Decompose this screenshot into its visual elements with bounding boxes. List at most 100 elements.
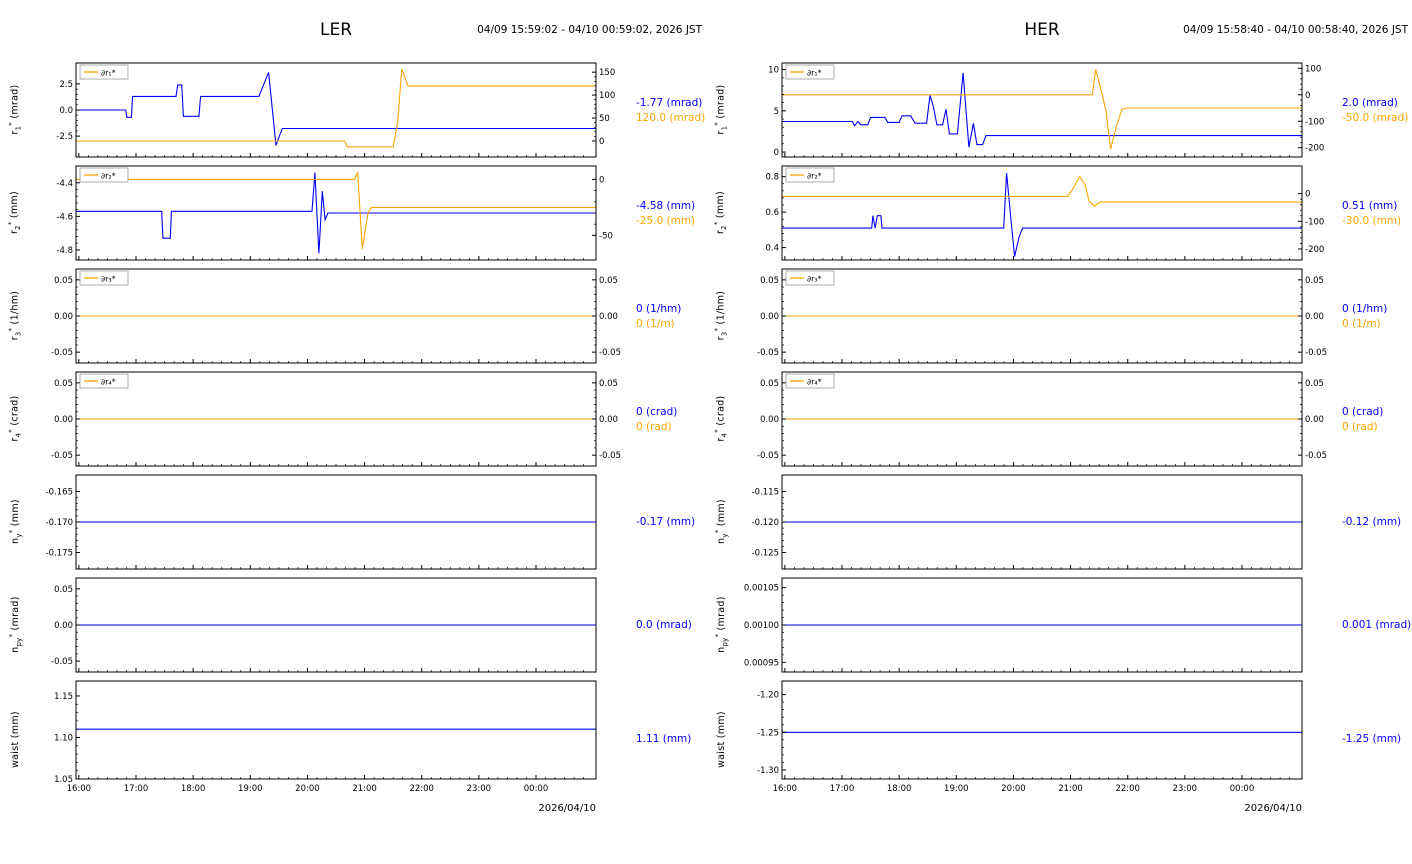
panels-ler: r1* (mrad) 2.5 0.0 -2.5 150 100 50 0 ∂r₁* -1.77 (… [0, 60, 706, 800]
legend-label: ∂r₂* [101, 172, 116, 181]
svg-text:10: 10 [768, 66, 779, 76]
panel-annotations: -1.77 (mrad) 120.0 (mrad) [630, 60, 706, 160]
plot-canvas: 0.00105 0.00100 0.00095 [744, 577, 1303, 673]
svg-text:0.00: 0.00 [760, 415, 779, 425]
y-axis-label: r4* (crad) [7, 395, 23, 443]
ring-title-ler: LER [319, 20, 353, 40]
svg-text:2.5: 2.5 [59, 80, 73, 90]
svg-text:0.00095: 0.00095 [744, 658, 779, 668]
svg-text:0: 0 [599, 175, 604, 185]
panel-annotations: 0.001 (mrad) [1336, 575, 1412, 675]
svg-text:0.05: 0.05 [1305, 276, 1324, 286]
svg-text:0.00: 0.00 [54, 312, 73, 322]
svg-text:-1.25: -1.25 [757, 728, 779, 738]
svg-text:0.05: 0.05 [599, 379, 618, 389]
svg-text:0.05: 0.05 [54, 276, 73, 286]
plot-canvas: 0.8 0.6 0.4 0 -100 -200 ∂r₂* [765, 165, 1324, 261]
date-label-her: 2026/04/10 [1244, 803, 1302, 814]
svg-text:0.00105: 0.00105 [744, 584, 779, 594]
svg-text:-200: -200 [1305, 245, 1324, 255]
panel-her-r2: r2* (mm) 0.8 0.6 0.4 0 -100 -200 ∂r₂* 0.51 (mm) -… [706, 163, 1412, 263]
panel-annotations: 0 (1/hm) 0 (1/m) [1336, 266, 1412, 366]
panel-ler-r4: r4* (crad) 0.05 0.00 -0.05 0.05 0.00 -0.05 ∂r₄*… [0, 369, 706, 469]
panel-ler-npy: npy* (mrad) 0.05 0.00 -0.05 0.0 (mrad) [0, 575, 706, 675]
svg-text:-0.125: -0.125 [752, 549, 779, 559]
panel-her-r3: r3* (1/hm) 0.05 0.00 -0.05 0.05 0.00 -0.05 ∂r₃*… [706, 266, 1412, 366]
svg-text:-200: -200 [1305, 144, 1324, 154]
svg-text:0.05: 0.05 [54, 585, 73, 595]
annotation-orange: 0 (rad) [1342, 420, 1378, 433]
column-ler: LER 04/09 15:59:02 - 04/10 00:59:02, 202… [0, 20, 706, 814]
svg-text:0: 0 [774, 148, 779, 158]
panel-annotations: -0.12 (mm) [1336, 472, 1412, 572]
svg-text:-4.6: -4.6 [56, 212, 73, 222]
panel-annotations: 0 (crad) 0 (rad) [1336, 369, 1412, 469]
panel-annotations: 0.51 (mm) -30.0 (mm) [1336, 163, 1412, 263]
annotation-orange: 0 (1/m) [1342, 317, 1381, 330]
legend-label: ∂r₂* [807, 172, 822, 181]
legend-label: ∂r₃* [101, 275, 116, 284]
x-tick-label: 22:00 [409, 784, 434, 794]
svg-text:-0.05: -0.05 [599, 451, 621, 461]
series-orange [76, 170, 596, 249]
plot-canvas: 0.05 0.00 -0.05 0.05 0.00 -0.05 ∂r₄* [757, 371, 1327, 467]
svg-text:-100: -100 [1305, 217, 1324, 227]
x-tick-label: 22:00 [1115, 784, 1140, 794]
svg-text:100: 100 [1305, 64, 1321, 74]
annotation-blue: 0.001 (mrad) [1342, 619, 1412, 631]
svg-text:-100: -100 [1305, 117, 1324, 127]
legend-label: ∂r₄* [101, 378, 116, 387]
svg-text:-0.175: -0.175 [46, 549, 73, 559]
svg-text:-1.20: -1.20 [757, 691, 779, 701]
annotation-blue: 0 (1/hm) [636, 302, 682, 315]
series-blue [782, 173, 1302, 257]
panel-ler-r2: r2* (mm) -4.4 -4.6 -4.8 0 -50 ∂r₂* -4.58 (mm) -2… [0, 163, 706, 263]
legend: ∂r₃* [79, 270, 129, 286]
header-ler: LER 04/09 15:59:02 - 04/10 00:59:02, 202… [0, 20, 706, 60]
y-axis-label: r3* (1/hm) [713, 291, 729, 341]
x-tick-label: 20:00 [295, 784, 320, 794]
svg-text:0: 0 [599, 137, 604, 147]
x-tick-label: 23:00 [1173, 784, 1198, 794]
svg-text:0.05: 0.05 [599, 276, 618, 286]
svg-text:0.05: 0.05 [760, 379, 779, 389]
svg-text:-0.05: -0.05 [599, 348, 621, 358]
svg-text:100: 100 [599, 91, 615, 101]
svg-text:0.8: 0.8 [765, 173, 779, 183]
y-axis-label: r2* (mm) [713, 191, 729, 235]
svg-text:-50: -50 [599, 231, 613, 241]
annotation-blue: 0.0 (mrad) [636, 619, 692, 631]
legend: ∂r₁* [79, 64, 129, 80]
legend: ∂r₄* [785, 373, 835, 389]
svg-text:0.00: 0.00 [1305, 312, 1324, 322]
x-tick-label: 18:00 [181, 784, 206, 794]
svg-text:-2.5: -2.5 [56, 132, 73, 142]
svg-text:0.05: 0.05 [760, 276, 779, 286]
svg-text:-0.05: -0.05 [51, 348, 73, 358]
legend: ∂r₃* [785, 270, 835, 286]
panel-annotations: 1.11 (mm) [630, 678, 706, 800]
x-tick-label: 19:00 [238, 784, 262, 794]
svg-text:0: 0 [1305, 91, 1310, 101]
plot-canvas: 0.05 0.00 -0.05 0.05 0.00 -0.05 ∂r₃* [757, 268, 1327, 364]
panel-annotations: 0 (crad) 0 (rad) [630, 369, 706, 469]
annotation-blue: 1.11 (mm) [636, 733, 692, 745]
column-her: HER 04/09 15:58:40 - 04/10 00:58:40, 202… [706, 0, 1412, 864]
svg-text:1.05: 1.05 [54, 775, 73, 785]
panel-annotations: 0 (1/hm) 0 (1/m) [630, 266, 706, 366]
annotation-orange: 0 (rad) [636, 420, 672, 433]
panel-annotations: -0.17 (mm) [630, 472, 706, 572]
svg-text:0.00: 0.00 [760, 312, 779, 322]
svg-text:-0.05: -0.05 [1305, 451, 1327, 461]
x-tick-label: 00:00 [524, 784, 549, 794]
panel-annotations: -1.25 (mm) [1336, 678, 1412, 800]
panel-her-ny: ny* (mm) -0.115 -0.120 -0.125 -0.12 (mm) [706, 472, 1412, 572]
series-orange [782, 69, 1302, 150]
svg-text:1.10: 1.10 [54, 733, 73, 743]
x-tick-label: 18:00 [887, 784, 912, 794]
x-tick-label: 16:00 [773, 784, 798, 794]
svg-text:0.00: 0.00 [54, 415, 73, 425]
x-tick-label: 00:00 [1230, 784, 1255, 794]
svg-text:-0.115: -0.115 [752, 487, 779, 497]
y-axis-label: ny* (mm) [7, 499, 23, 545]
